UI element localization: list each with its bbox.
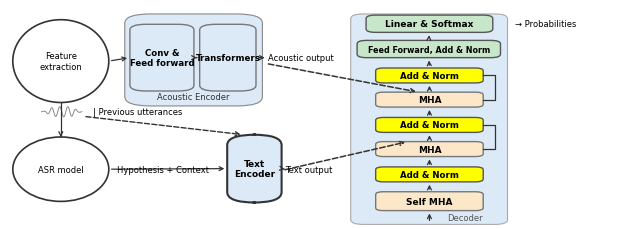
Text: | Previous utterances: | Previous utterances: [93, 108, 182, 117]
FancyBboxPatch shape: [227, 135, 282, 203]
FancyBboxPatch shape: [366, 16, 493, 33]
Text: Transformers: Transformers: [195, 54, 260, 63]
FancyBboxPatch shape: [376, 142, 483, 157]
Text: MHA: MHA: [418, 145, 441, 154]
FancyBboxPatch shape: [200, 25, 256, 92]
Text: Add & Norm: Add & Norm: [400, 121, 459, 130]
Ellipse shape: [13, 137, 109, 202]
Text: Text
Encoder: Text Encoder: [234, 159, 275, 179]
FancyBboxPatch shape: [125, 15, 262, 106]
Text: Conv &
Feed forward: Conv & Feed forward: [130, 49, 194, 68]
FancyBboxPatch shape: [376, 167, 483, 182]
Text: Text output: Text output: [285, 165, 332, 174]
Text: Acoustic output: Acoustic output: [268, 54, 333, 63]
Text: → Probabilities: → Probabilities: [515, 20, 576, 29]
FancyBboxPatch shape: [351, 15, 508, 224]
Text: Add & Norm: Add & Norm: [400, 170, 459, 179]
Text: Feed Forward, Add & Norm: Feed Forward, Add & Norm: [367, 45, 490, 54]
FancyBboxPatch shape: [376, 93, 483, 108]
Text: MHA: MHA: [418, 96, 441, 105]
Text: Feature
extraction: Feature extraction: [40, 52, 82, 71]
FancyBboxPatch shape: [376, 118, 483, 133]
FancyBboxPatch shape: [376, 192, 483, 211]
FancyBboxPatch shape: [376, 69, 483, 84]
Text: Linear & Softmax: Linear & Softmax: [385, 20, 474, 29]
Text: Decoder: Decoder: [447, 213, 483, 222]
FancyBboxPatch shape: [357, 41, 500, 58]
Text: ASR model: ASR model: [38, 165, 84, 174]
Text: Self MHA: Self MHA: [406, 197, 452, 206]
Text: Hypothesis + Context: Hypothesis + Context: [117, 165, 209, 174]
Text: Acoustic Encoder: Acoustic Encoder: [157, 93, 230, 101]
FancyBboxPatch shape: [130, 25, 194, 92]
Ellipse shape: [13, 21, 109, 103]
Text: Add & Norm: Add & Norm: [400, 72, 459, 81]
